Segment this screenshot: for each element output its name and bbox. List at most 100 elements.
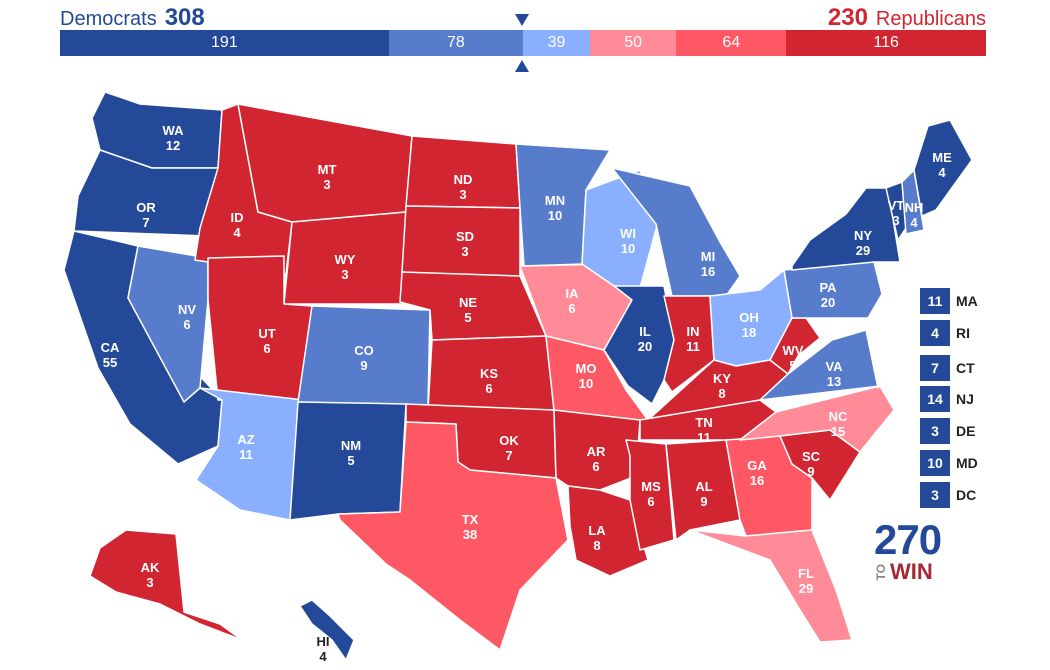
state-label-hi: HI (317, 634, 330, 649)
state-ev-la: 8 (593, 538, 600, 553)
state-label-mt: MT (318, 162, 337, 177)
state-fl[interactable] (689, 529, 853, 643)
democrats-total: 308 (164, 4, 205, 31)
state-ev-vt: 3 (892, 213, 899, 228)
state-ev-mi: 16 (701, 264, 715, 279)
state-label-ks: KS (480, 366, 498, 381)
small-state-ev[interactable]: 3 (920, 482, 950, 508)
state-label-sc: SC (802, 449, 821, 464)
state-ev-ms: 6 (647, 494, 654, 509)
state-label-wa: WA (163, 123, 185, 138)
state-label-ny: NY (854, 228, 872, 243)
small-state-ev[interactable]: 4 (920, 320, 950, 346)
state-label-wi: WI (620, 226, 636, 241)
state-ak[interactable] (89, 529, 243, 641)
small-state-nj[interactable]: 14 NJ (920, 386, 1030, 412)
small-state-ct[interactable]: 7 CT (920, 355, 1030, 381)
small-state-dc[interactable]: 3 DC (920, 482, 1030, 508)
state-ev-mn: 10 (548, 208, 562, 223)
state-label-la: LA (588, 523, 606, 538)
small-state-ev[interactable]: 10 (920, 450, 950, 476)
state-al[interactable] (665, 439, 741, 541)
state-ev-ok: 7 (505, 448, 512, 463)
state-ev-sc: 9 (807, 464, 814, 479)
state-ev-wi: 10 (621, 241, 635, 256)
state-ev-ny: 29 (856, 243, 870, 258)
state-label-nm: NM (341, 438, 361, 453)
logo-to: TO (874, 564, 888, 581)
bar-segment-likely-rep: 64 (676, 30, 787, 56)
state-label-pa: PA (819, 280, 837, 295)
state-ny[interactable] (791, 187, 901, 271)
state-ev-al: 9 (700, 494, 707, 509)
state-ev-or: 7 (142, 215, 149, 230)
state-ev-nm: 5 (347, 453, 354, 468)
midpoint-up-arrow-icon (515, 60, 529, 72)
state-ev-il: 20 (638, 339, 652, 354)
state-ev-mt: 3 (323, 177, 330, 192)
small-state-ev[interactable]: 11 (920, 288, 950, 314)
electoral-vote-bar: 191 78 39 50 64 116 (60, 30, 986, 56)
state-ev-me: 4 (938, 165, 946, 180)
state-ev-fl: 29 (799, 581, 813, 596)
state-ev-wa: 12 (166, 138, 180, 153)
state-label-va: VA (825, 359, 843, 374)
state-ev-sd: 3 (461, 244, 468, 259)
state-hi[interactable] (299, 599, 355, 661)
state-label-tn: TN (695, 415, 712, 430)
republicans-total: 230 (827, 4, 868, 31)
state-tx[interactable] (337, 421, 569, 651)
state-label-ar: AR (587, 444, 606, 459)
state-label-mn: MN (545, 193, 565, 208)
state-me[interactable] (913, 119, 973, 217)
logo-win: WIN (890, 559, 933, 584)
state-label-ky: KY (713, 371, 731, 386)
state-ev-az: 11 (239, 447, 253, 462)
state-label-nd: ND (454, 172, 473, 187)
state-label-tx: TX (462, 512, 479, 527)
state-label-az: AZ (237, 432, 254, 447)
state-wy[interactable] (283, 211, 407, 305)
small-state-ri[interactable]: 4 RI (920, 320, 1030, 346)
bar-segment-likely-dem: 78 (388, 30, 523, 56)
state-label-or: OR (136, 200, 156, 215)
state-mi[interactable] (611, 167, 741, 297)
state-label-il: IL (639, 324, 651, 339)
small-state-ev[interactable]: 7 (920, 355, 950, 381)
republicans-label: Republicans (875, 8, 986, 30)
state-ev-ar: 6 (592, 459, 599, 474)
small-state-md[interactable]: 10 MD (920, 450, 1030, 476)
state-label-nh: NH (905, 200, 924, 215)
state-ev-in: 11 (686, 339, 700, 354)
small-state-ev[interactable]: 14 (920, 386, 950, 412)
state-nc[interactable] (739, 385, 895, 453)
state-ev-wy: 3 (341, 267, 348, 282)
state-label-ga: GA (747, 458, 767, 473)
state-la[interactable] (567, 485, 649, 577)
small-state-abbr: DC (956, 487, 977, 503)
midpoint-down-arrow-icon (515, 14, 529, 26)
small-state-ev[interactable]: 3 (920, 418, 950, 444)
small-state-abbr: RI (956, 325, 970, 341)
small-state-abbr: NJ (956, 391, 974, 407)
bar-segment-safe-dem: 191 (60, 30, 389, 56)
small-state-abbr: MD (956, 455, 978, 471)
state-label-nc: NC (829, 409, 848, 424)
state-label-me: ME (932, 150, 952, 165)
state-ev-hi: 4 (319, 649, 327, 664)
small-state-ma[interactable]: 11 MA (920, 288, 1030, 314)
small-state-abbr: MA (956, 293, 978, 309)
small-state-de[interactable]: 3 DE (920, 418, 1030, 444)
bar-segment-safe-rep: 116 (786, 30, 986, 56)
state-label-ne: NE (459, 295, 477, 310)
state-label-wy: WY (335, 252, 356, 267)
state-nh[interactable] (901, 169, 925, 235)
state-ev-ky: 8 (718, 386, 725, 401)
state-label-vt: VT (888, 198, 905, 213)
state-label-in: IN (687, 324, 700, 339)
state-ev-id: 4 (233, 225, 241, 240)
state-ev-ak: 3 (146, 575, 153, 590)
state-label-ia: IA (566, 286, 580, 301)
state-label-sd: SD (456, 229, 474, 244)
